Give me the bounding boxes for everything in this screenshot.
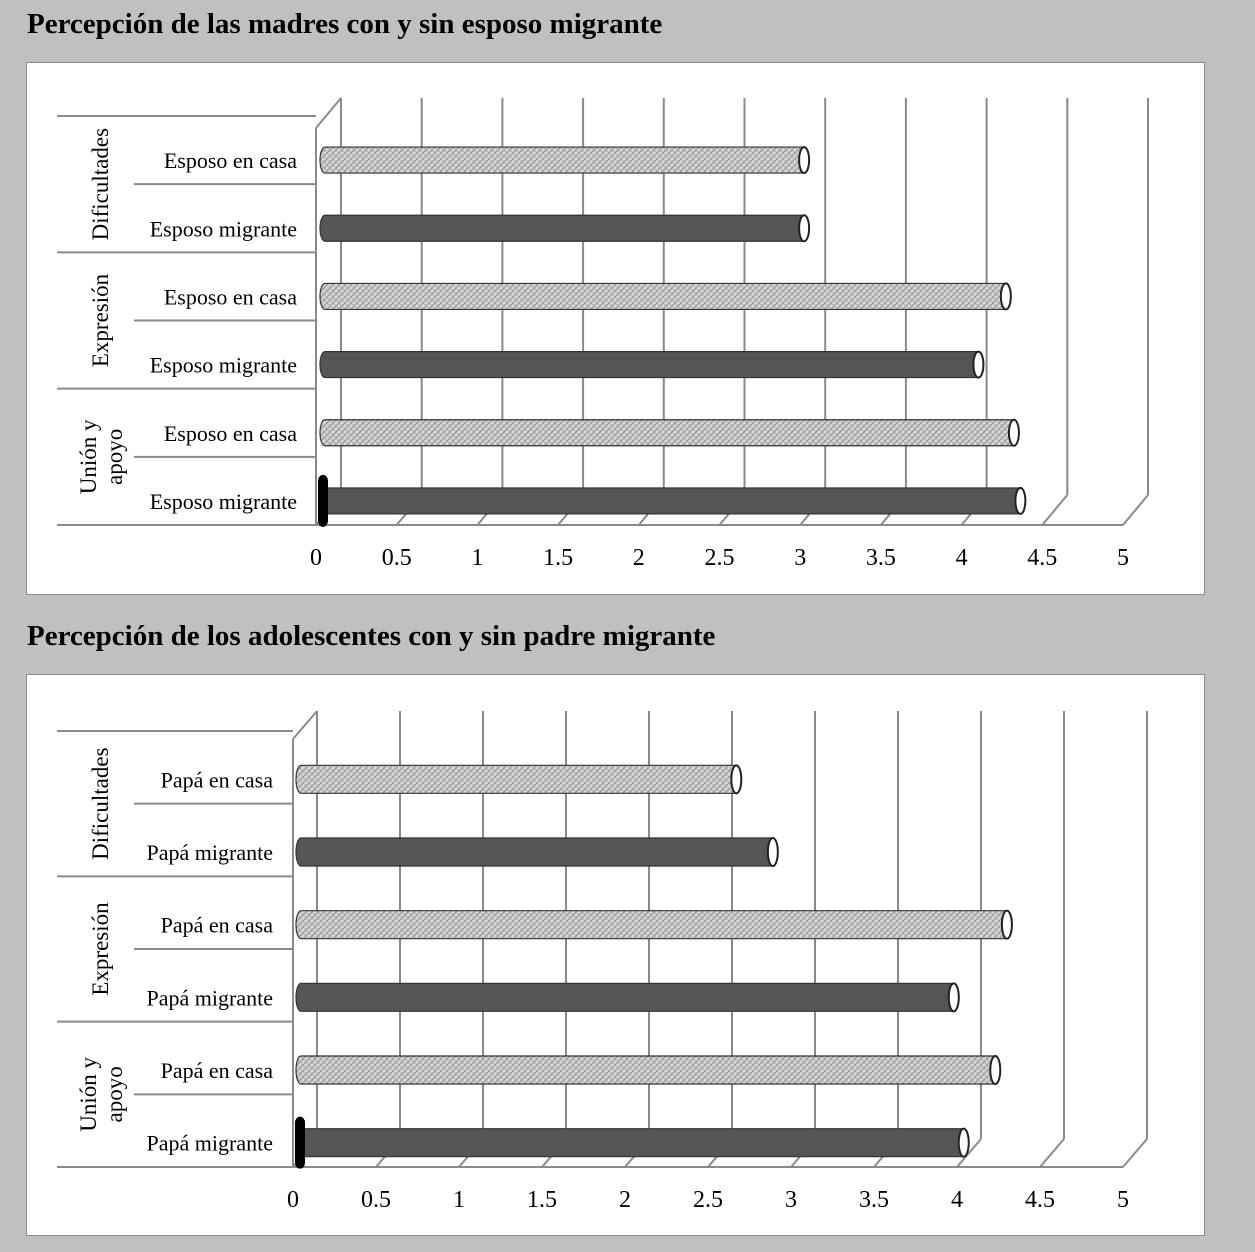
bar-solid xyxy=(295,837,779,867)
x-tick-label: 3.5 xyxy=(866,545,896,571)
bar-end-cap xyxy=(999,282,1012,311)
x-tick-label: 1.5 xyxy=(527,1187,557,1213)
group-label: Unión yapoyo xyxy=(76,419,127,494)
axis-base-mark xyxy=(295,1116,305,1169)
x-tick-label: 2.5 xyxy=(705,545,735,571)
x-tick-label: 5 xyxy=(1117,545,1129,571)
bar-end-cap xyxy=(957,1127,970,1158)
x-tick-label: 0 xyxy=(287,1187,299,1213)
x-tick-label: 2.5 xyxy=(693,1187,723,1213)
category-label: Esposo en casa xyxy=(164,148,297,173)
category-label: Papá en casa xyxy=(161,1058,274,1083)
chart-1-panel: 0 0.5 1 1.5 2 2.5 3 3.5 4 4.5 5 Dificultades Expresi… xyxy=(26,62,1205,595)
group-label: Expresión xyxy=(88,902,113,996)
bar-solid xyxy=(295,982,960,1012)
x-tick-label: 1 xyxy=(471,545,483,571)
category-label: Esposo migrante xyxy=(150,216,297,241)
bar-hatched xyxy=(319,419,1020,447)
chart-2-panel: 0 0.5 1 1.5 2 2.5 3 3.5 4 4.5 5 Dificultades Expresi… xyxy=(26,674,1205,1236)
x-tick-label: 2 xyxy=(633,545,645,571)
x-tick-label: 1.5 xyxy=(543,545,573,571)
bar-solid xyxy=(319,487,1026,515)
bar-end-cap xyxy=(1007,418,1020,447)
x-tick-label: 0 xyxy=(310,545,322,571)
bar-end-cap xyxy=(730,764,743,795)
category-label: Papá en casa xyxy=(161,767,274,792)
group-label: Dificultades xyxy=(88,747,113,859)
gridline-floor xyxy=(1039,1138,1065,1168)
bar-end-cap xyxy=(766,837,779,867)
gridline-floor xyxy=(956,1138,982,1168)
chart-2-svg: 0 0.5 1 1.5 2 2.5 3 3.5 4 4.5 5 Dificultades Expresi… xyxy=(57,710,1148,1213)
bar-end-cap xyxy=(1000,909,1013,940)
x-tick-label: 3 xyxy=(794,545,806,571)
category-label: Papá migrante xyxy=(147,985,273,1010)
group-label: Unión yapoyo xyxy=(76,1056,127,1131)
x-tick-label: 1 xyxy=(453,1187,465,1213)
bar-end-cap xyxy=(798,146,811,175)
category-label: Papá migrante xyxy=(147,1131,273,1156)
x-tick-label: 3 xyxy=(785,1187,797,1213)
chart-2-title: Percepción de los adolescentes con y sin… xyxy=(27,620,716,652)
category-label: Papá migrante xyxy=(147,840,273,865)
category-label: Esposo en casa xyxy=(164,284,297,309)
x-tick-label: 4 xyxy=(956,545,968,571)
axis-top-edge xyxy=(315,97,342,129)
gridline-floor xyxy=(1041,494,1069,526)
x-tick-label: 3.5 xyxy=(859,1187,889,1213)
x-tick-label: 2 xyxy=(619,1187,631,1213)
group-label: Dificultades xyxy=(88,128,113,240)
category-label: Esposo migrante xyxy=(150,353,297,378)
bar-end-cap xyxy=(1014,486,1027,515)
chart-1-title: Percepción de las madres con y sin espos… xyxy=(27,8,663,40)
gridline-floor xyxy=(1122,1138,1148,1168)
chart-1-svg: 0 0.5 1 1.5 2 2.5 3 3.5 4 4.5 5 Dificultades Expresi… xyxy=(57,97,1149,571)
category-label: Papá en casa xyxy=(161,913,274,938)
x-tick-label: 4.5 xyxy=(1025,1187,1055,1213)
x-tick-label: 4.5 xyxy=(1027,545,1057,571)
category-label: Esposo en casa xyxy=(164,421,297,446)
x-tick-label: 0.5 xyxy=(361,1187,391,1213)
x-tick-label: 4 xyxy=(951,1187,963,1213)
bar-solid xyxy=(319,214,810,242)
group-label: Expresión xyxy=(88,273,113,367)
bar-end-cap xyxy=(798,214,811,243)
bar-end-cap xyxy=(989,1055,1002,1085)
bar-hatched xyxy=(319,282,1012,311)
x-tick-label: 0.5 xyxy=(382,545,412,571)
axis-base-mark xyxy=(318,474,328,527)
bar-hatched xyxy=(295,764,742,794)
category-label: Esposo migrante xyxy=(150,489,297,514)
bar-hatched xyxy=(295,1055,1001,1085)
axis-top-edge xyxy=(292,710,318,740)
gridline-floor xyxy=(1122,494,1149,526)
bar-end-cap xyxy=(972,350,985,379)
bar-solid xyxy=(295,1128,970,1158)
bar-solid xyxy=(319,350,985,379)
bar-hatched xyxy=(295,910,1013,940)
bar-hatched xyxy=(319,146,810,174)
x-tick-label: 5 xyxy=(1117,1187,1129,1213)
bar-end-cap xyxy=(947,982,960,1013)
